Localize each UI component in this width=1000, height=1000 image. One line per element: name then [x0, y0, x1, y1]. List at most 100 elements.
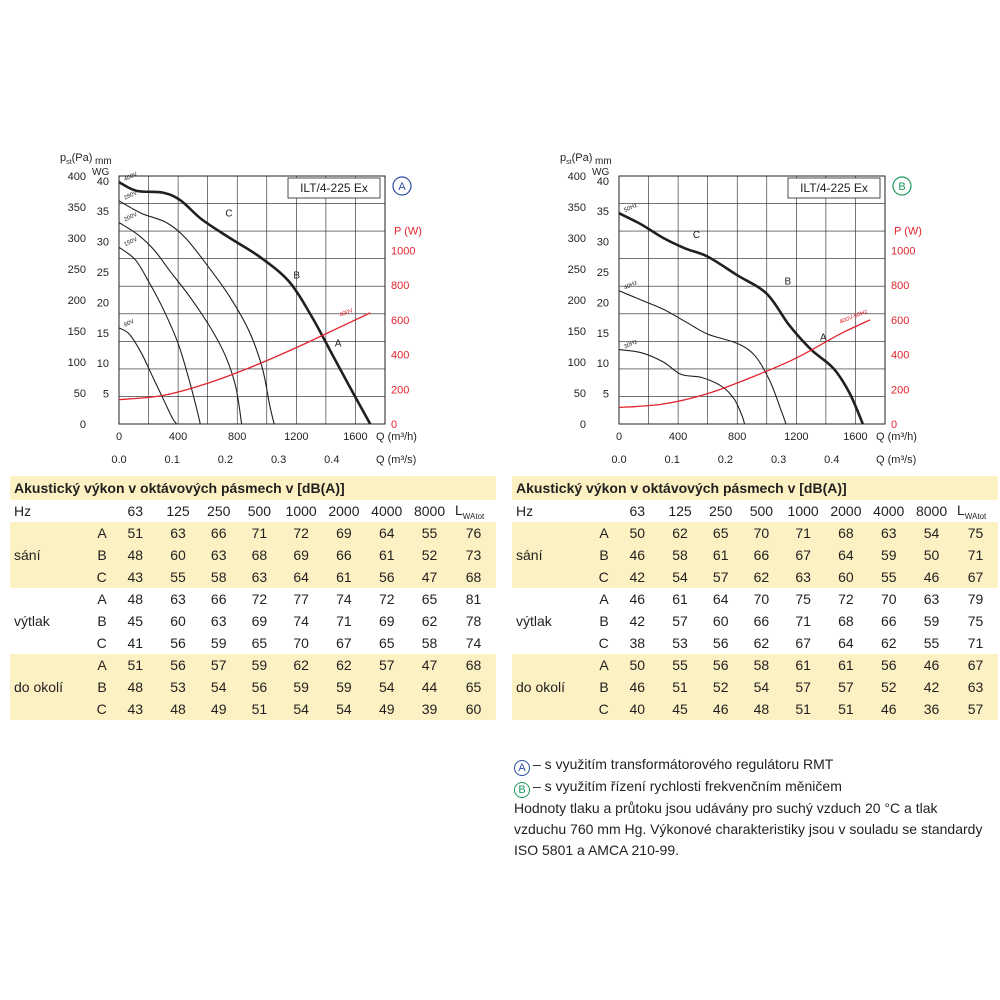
table-cell: 54: [279, 698, 323, 720]
badge-a-icon: A: [514, 760, 530, 776]
table-row: C 43 48 49 51 54 54 49 39 60: [10, 698, 496, 720]
band-header: 4000: [371, 503, 403, 519]
table-cell: 74: [293, 613, 309, 629]
table-cell: 54: [198, 676, 240, 698]
band-header: 2000: [830, 503, 862, 519]
mm-tick-label: 40: [597, 176, 609, 188]
table-cell: 36: [910, 698, 953, 720]
table-cell: 58: [198, 566, 240, 588]
curve-point-label: A: [820, 332, 827, 343]
table-cell: 54: [910, 522, 953, 544]
table-cell: 67: [952, 566, 998, 588]
table-cell: 62: [322, 654, 366, 676]
variant-label: A: [578, 522, 615, 544]
fan-curve-chart-b: 0 50 100 150 200 250 300 350 400 5 10 15 20 25 30 35 40 p…: [500, 140, 990, 470]
model-box: [287, 177, 381, 199]
mm-tick-label: 5: [603, 389, 609, 401]
series-line: [118, 246, 201, 425]
table-cell: 58: [659, 544, 701, 566]
variant-label: A: [97, 591, 107, 607]
table-cell: 41: [127, 635, 144, 651]
m3h-tick-label: 800: [728, 431, 746, 443]
m3h-tick-label: 1600: [343, 431, 367, 443]
band-header: 63: [127, 503, 144, 519]
table-cell: 61: [700, 544, 742, 566]
curve-point-label: C: [693, 230, 700, 241]
table-cell: 69: [251, 613, 268, 629]
table-cell: 57: [952, 698, 998, 720]
m3s-tick-label: 0.3: [271, 454, 286, 466]
table-cell: 68: [824, 522, 868, 544]
series-line: [618, 212, 865, 425]
mm-tick-label: 35: [597, 206, 609, 218]
m3s-tick-label: 0.1: [665, 454, 680, 466]
series-line: [618, 290, 787, 425]
table-row: výtlak B 45 60 63 69 74 71 69 62 78: [10, 610, 496, 632]
table-cell: 48: [127, 591, 144, 607]
table-row: C 38 53 56 62 67 64 62 55 71: [512, 632, 998, 654]
grid: [118, 175, 386, 425]
variant-label: A: [76, 654, 113, 676]
table-row: do okolí B 48 53 54 56 59 59 54 44 65: [10, 676, 496, 698]
table-cell: 60: [450, 698, 496, 720]
group-label: [10, 588, 76, 610]
table-cell: 72: [378, 591, 395, 607]
table-cell: 42: [629, 613, 646, 629]
pa-tick-label: 300: [68, 233, 86, 245]
pa-tick-label: 100: [568, 357, 586, 369]
table-cell: 63: [781, 566, 825, 588]
power-tick-label: 200: [891, 384, 909, 396]
power-tick-label: 400: [891, 350, 909, 362]
table-cell: 46: [629, 591, 646, 607]
table-cell: 59: [210, 635, 227, 651]
variant-label: A: [76, 522, 113, 544]
band-header: 250: [207, 503, 231, 519]
power-tick-label: 1000: [891, 245, 915, 257]
mm-tick-label: 15: [597, 328, 609, 340]
table-cell: 67: [781, 544, 825, 566]
table-cell: 65: [700, 522, 742, 544]
table-cell: 68: [450, 654, 496, 676]
table-cell: 66: [322, 544, 366, 566]
mm-tick-label: 15: [97, 328, 109, 340]
table-cell: 47: [408, 654, 451, 676]
series-line: [118, 222, 243, 425]
badge-label: A: [398, 181, 406, 193]
group-label: [512, 632, 578, 654]
table-cell: 56: [239, 676, 280, 698]
curve-point-label: C: [225, 208, 232, 219]
table-cell: 45: [127, 613, 144, 629]
table-cell: 43: [112, 698, 158, 720]
table-cell: 53: [157, 676, 199, 698]
band-header: 125: [166, 503, 190, 519]
power-tick-label: 800: [891, 280, 909, 292]
table-cell: 59: [322, 676, 366, 698]
table-cell: 68: [450, 566, 496, 588]
variant-label: C: [76, 698, 113, 720]
hz-label: Hz: [516, 503, 534, 519]
power-tick-label: 1000: [391, 245, 415, 257]
group-label: [512, 654, 579, 676]
table-cell: 65: [421, 591, 438, 607]
table-cell: 57: [781, 676, 825, 698]
model-box: [787, 177, 881, 199]
group-label: [512, 522, 579, 544]
table-cell: 61: [322, 566, 366, 588]
m3h-axis-label: Q (m³/h): [376, 431, 417, 443]
mm-axis-label: mm: [95, 156, 112, 167]
variant-label: B: [578, 544, 615, 566]
table-cell: 49: [198, 698, 240, 720]
group-label: [10, 566, 77, 588]
table-row: výtlak B 42 57 60 66 71 68 66 59 75: [512, 610, 998, 632]
m3s-tick-label: 0.3: [771, 454, 786, 466]
table-cell: 64: [824, 544, 868, 566]
pa-tick-label: 250: [568, 264, 586, 276]
group-label: do okolí: [10, 676, 77, 698]
mm-tick-label: 20: [97, 297, 109, 309]
table-cell: 48: [112, 676, 158, 698]
table-cell: 70: [753, 591, 770, 607]
table-cell: 59: [923, 613, 940, 629]
power-tick-label: 600: [891, 315, 909, 327]
table-cell: 63: [170, 591, 186, 607]
table-cell: 48: [157, 698, 199, 720]
